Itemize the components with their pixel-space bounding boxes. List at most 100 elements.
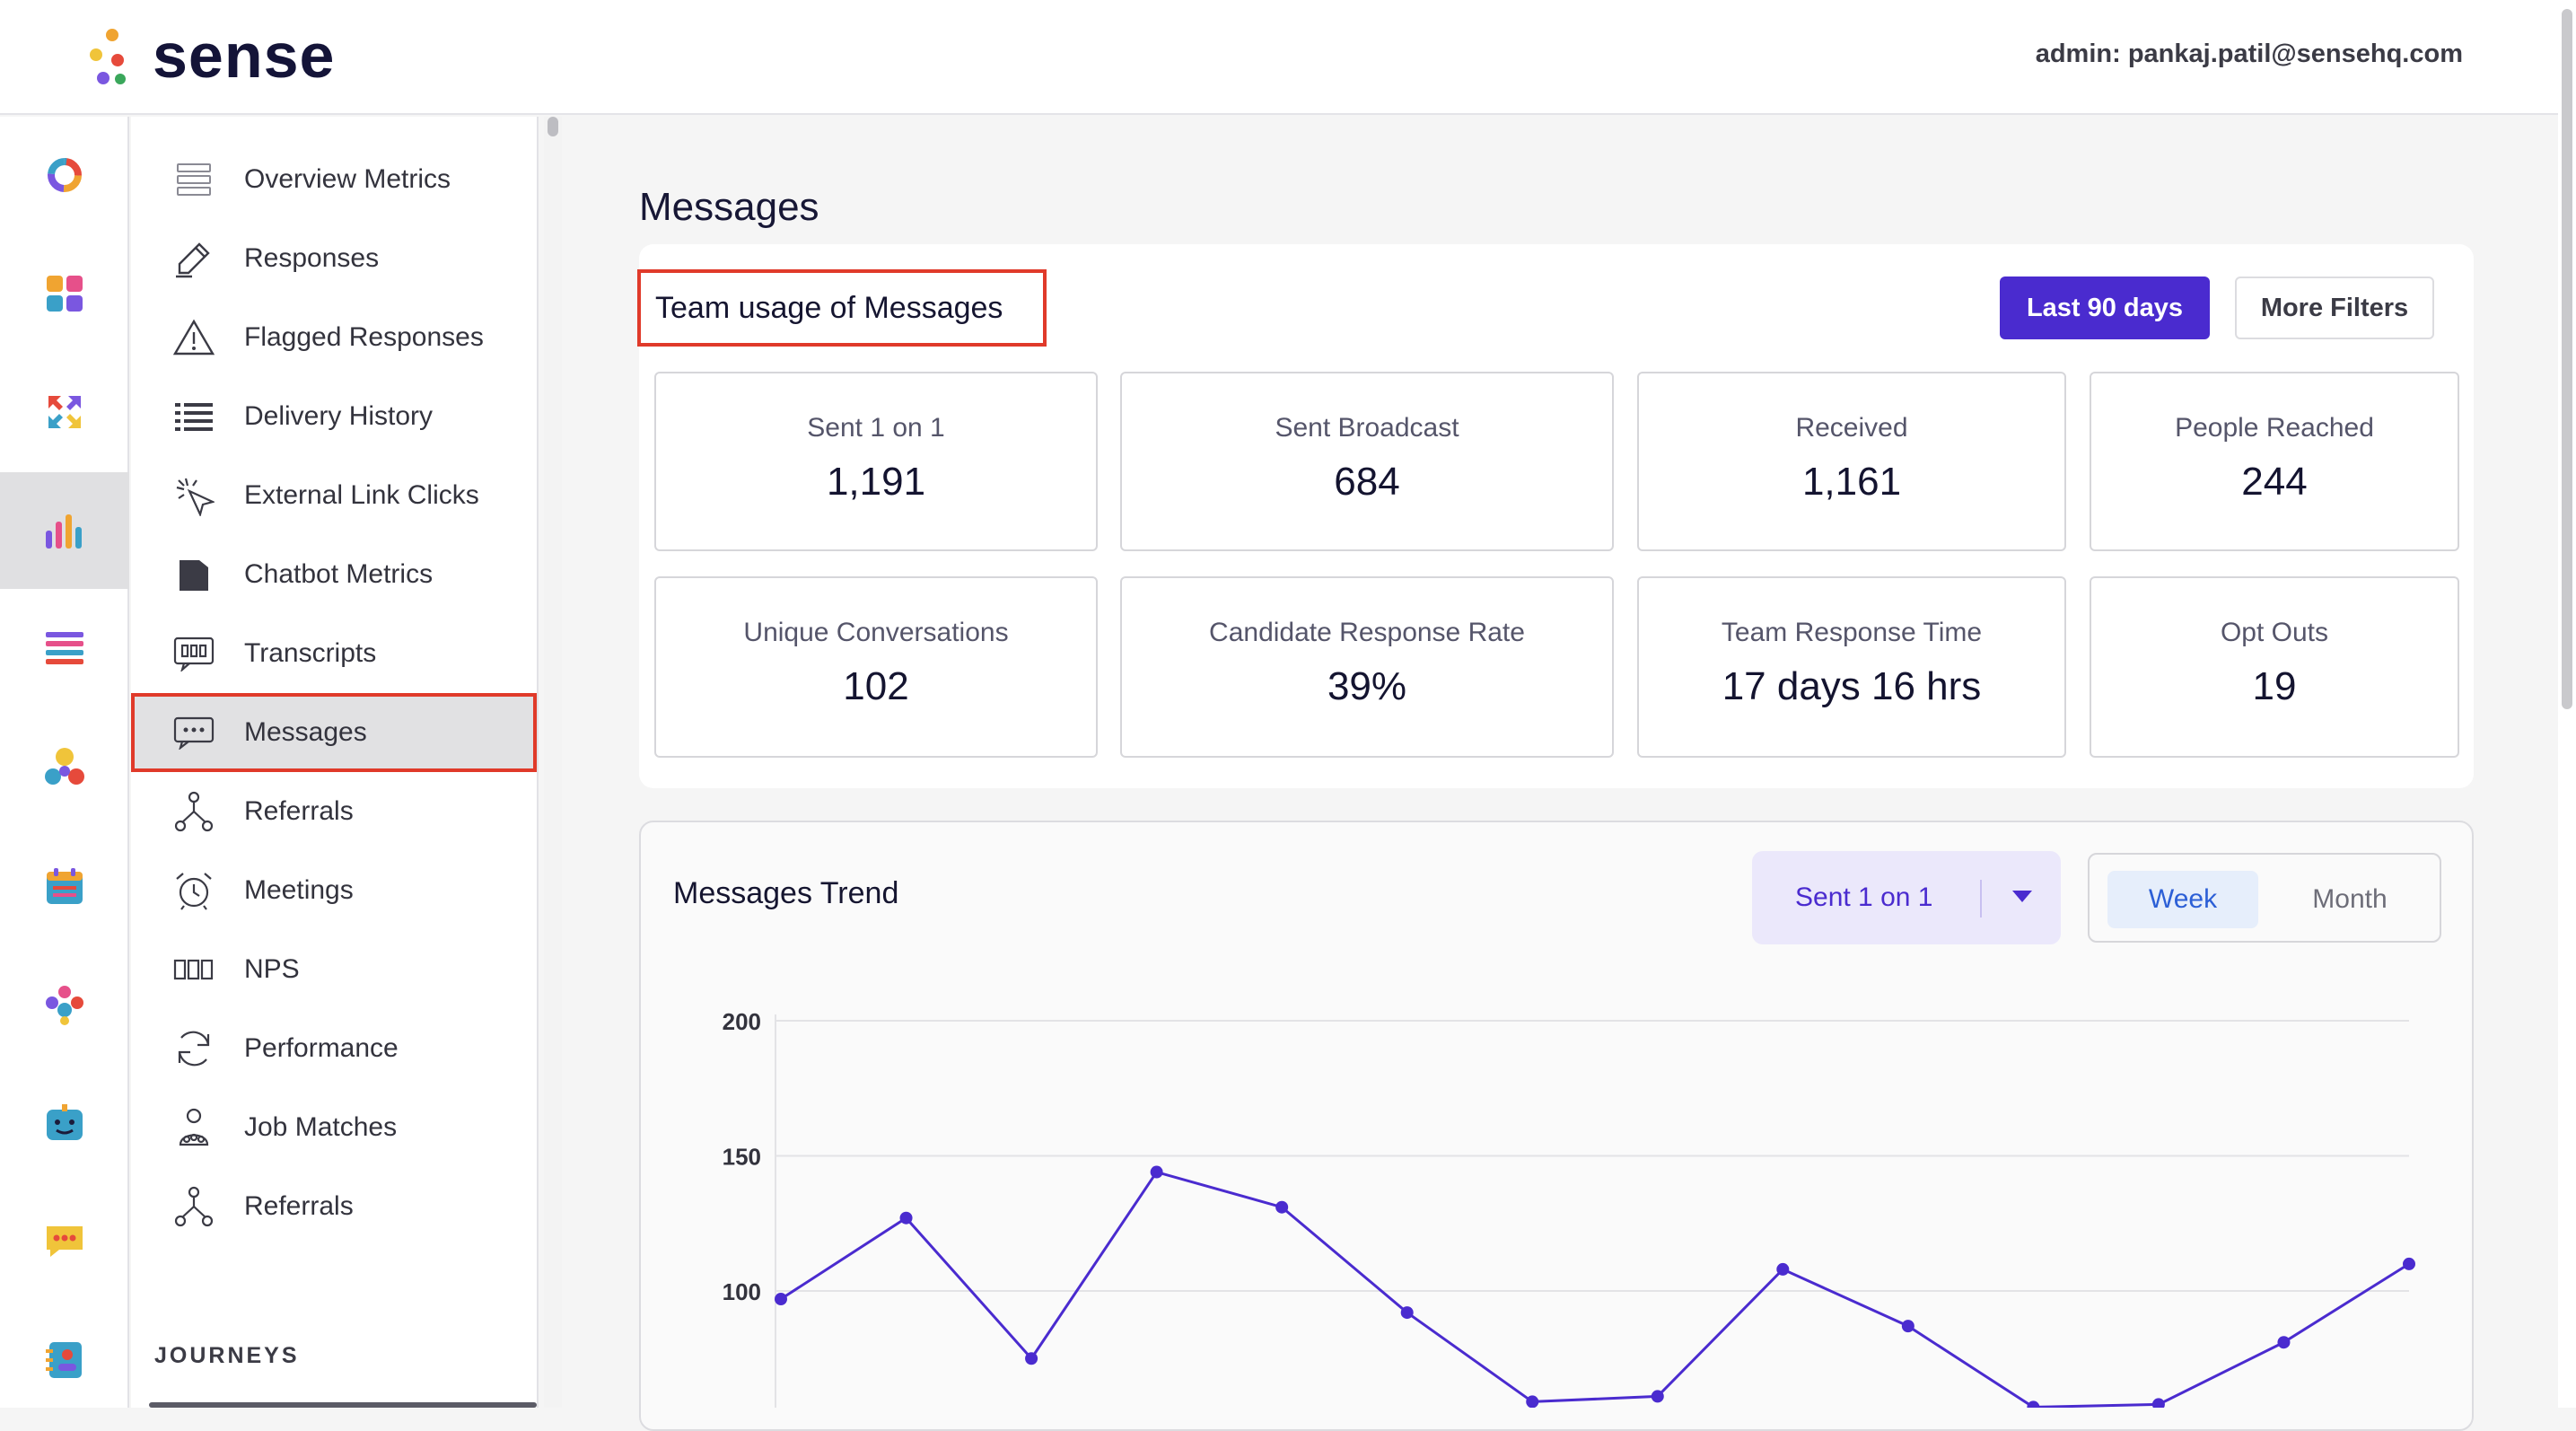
stat-card-sent-1-on-1: Sent 1 on 1 1,191	[654, 372, 1098, 551]
stat-card-candidate-response-rate: Candidate Response Rate 39%	[1120, 576, 1614, 758]
rail-item-analytics[interactable]	[0, 472, 129, 589]
stat-value: 244	[2241, 460, 2308, 504]
brand-name: sense	[153, 21, 336, 91]
sidebar-item-performance[interactable]: Performance	[131, 1009, 537, 1088]
bar-chart-icon	[46, 514, 82, 549]
sidebar-item-label: Chatbot Metrics	[244, 559, 434, 589]
data-point[interactable]	[1025, 1352, 1038, 1365]
warning-icon	[169, 312, 219, 363]
metric-select-dropdown[interactable]: Sent 1 on 1	[1752, 851, 2061, 944]
brand-logo[interactable]: sense	[84, 20, 335, 92]
data-point[interactable]	[1526, 1395, 1539, 1408]
stat-value: 19	[2252, 664, 2297, 708]
sidebar-item-meetings[interactable]: Meetings	[131, 851, 537, 930]
bot-icon	[47, 1104, 83, 1140]
sidebar-item-responses[interactable]: Responses	[131, 219, 537, 298]
rail-item-contacts[interactable]	[0, 1302, 129, 1418]
rail-item-engage[interactable]	[0, 354, 129, 470]
data-point[interactable]	[899, 1211, 913, 1225]
rail-item-people[interactable]	[0, 709, 129, 826]
logo-dots-icon	[84, 23, 127, 88]
refresh-icon	[169, 1023, 219, 1074]
stat-label: Candidate Response Rate	[1209, 618, 1525, 647]
sidebar-item-job-matches[interactable]: Job Matches	[131, 1088, 537, 1167]
sidebar-item-nps[interactable]: NPS	[131, 930, 537, 1009]
sidebar-item-chatbot-metrics[interactable]: Chatbot Metrics	[131, 535, 537, 614]
toggle-month-button[interactable]: Month	[2312, 884, 2388, 914]
sidebar-section-divider	[149, 1402, 537, 1408]
list-icon	[46, 632, 83, 664]
chevron-down-icon[interactable]	[2012, 891, 2032, 902]
sidebar-item-label: Messages	[244, 717, 367, 747]
data-point[interactable]	[2027, 1400, 2040, 1408]
rail-item-chatbot[interactable]	[0, 1065, 129, 1181]
cursor-click-icon	[169, 470, 219, 521]
data-point[interactable]	[1400, 1306, 1414, 1320]
sidebar-item-flagged-responses[interactable]: Flagged Responses	[131, 298, 537, 377]
page-title: Messages	[639, 185, 819, 229]
sidebar-item-label: Referrals	[244, 1191, 354, 1221]
data-point[interactable]	[1776, 1262, 1790, 1276]
pen-icon	[169, 233, 219, 284]
sidebar-item-transcripts[interactable]: Transcripts	[131, 614, 537, 693]
sidebar-item-referrals[interactable]: Referrals	[131, 772, 537, 851]
sidebar-scrollbar[interactable]	[544, 117, 562, 1408]
series-line	[780, 1170, 2410, 1408]
rail-item-messaging[interactable]	[0, 1183, 129, 1300]
date-range-button[interactable]: Last 90 days	[2000, 277, 2210, 339]
sidebar-item-label: Referrals	[244, 796, 354, 826]
data-point[interactable]	[2403, 1257, 2415, 1270]
team-usage-title: Team usage of Messages	[637, 269, 1047, 347]
rail-item-team[interactable]	[0, 946, 129, 1063]
sidebar-item-label: External Link Clicks	[244, 480, 479, 510]
stat-value: 684	[1334, 460, 1400, 504]
stat-value: 102	[843, 664, 909, 708]
arrows-exchange-icon	[48, 396, 81, 428]
top-header: sense admin: pankaj.patil@sensehq.com	[0, 0, 2576, 115]
rail-item-calendar[interactable]	[0, 828, 129, 944]
rail-item-apps[interactable]	[0, 235, 129, 352]
page-scrollbar[interactable]	[2558, 0, 2576, 1408]
page-scrollbar-thumb[interactable]	[2562, 9, 2572, 709]
data-point[interactable]	[1275, 1200, 1289, 1214]
admin-account-label[interactable]: admin: pankaj.patil@sensehq.com	[2035, 40, 2463, 68]
stat-value: 1,161	[1801, 460, 1902, 504]
data-point[interactable]	[2277, 1336, 2291, 1349]
nps-icon	[169, 944, 219, 995]
sidebar-item-delivery-history[interactable]: Delivery History	[131, 377, 537, 456]
team-icon	[46, 986, 83, 1025]
donut-icon	[48, 158, 82, 192]
data-point[interactable]	[1901, 1320, 1914, 1333]
sidebar-item-overview-metrics[interactable]: Overview Metrics	[131, 140, 537, 219]
sidebar-item-referrals-2[interactable]: Referrals	[131, 1167, 537, 1246]
sidebar-section-journeys: JOURNEYS	[154, 1343, 300, 1368]
sidebar-item-label: Meetings	[244, 875, 354, 905]
data-point[interactable]	[775, 1293, 787, 1306]
rail-item-dashboard[interactable]	[0, 117, 129, 233]
stat-label: Team Response Time	[1721, 618, 1983, 647]
stat-label: Sent 1 on 1	[807, 413, 945, 443]
sidebar-item-label: Overview Metrics	[244, 164, 451, 194]
sidebar-item-external-link-clicks[interactable]: External Link Clicks	[131, 456, 537, 535]
rail-item-lists[interactable]	[0, 591, 129, 707]
toggle-week-button[interactable]: Week	[2107, 871, 2258, 928]
stat-label: Unique Conversations	[743, 618, 1009, 647]
y-tick-label: 100	[723, 1278, 761, 1305]
sidebar-item-label: Transcripts	[244, 638, 377, 668]
data-point[interactable]	[2151, 1398, 2165, 1408]
calendar-icon	[47, 868, 83, 904]
job-match-icon	[169, 1102, 219, 1153]
chat-icon	[47, 1226, 83, 1257]
data-point[interactable]	[1150, 1165, 1163, 1179]
sidebar-scrollbar-thumb[interactable]	[548, 117, 558, 136]
stat-label: Sent Broadcast	[1275, 413, 1459, 443]
referral-icon	[169, 786, 219, 837]
y-tick-label: 150	[723, 1144, 761, 1171]
stat-value: 17 days 16 hrs	[1722, 664, 1982, 708]
data-point[interactable]	[1651, 1390, 1664, 1403]
chatbot-icon	[169, 549, 219, 600]
more-filters-button[interactable]: More Filters	[2235, 277, 2434, 339]
sidebar-item-messages[interactable]: Messages	[131, 693, 537, 772]
dropdown-divider	[1980, 880, 1982, 917]
stat-card-unique-conversations: Unique Conversations 102	[654, 576, 1098, 758]
